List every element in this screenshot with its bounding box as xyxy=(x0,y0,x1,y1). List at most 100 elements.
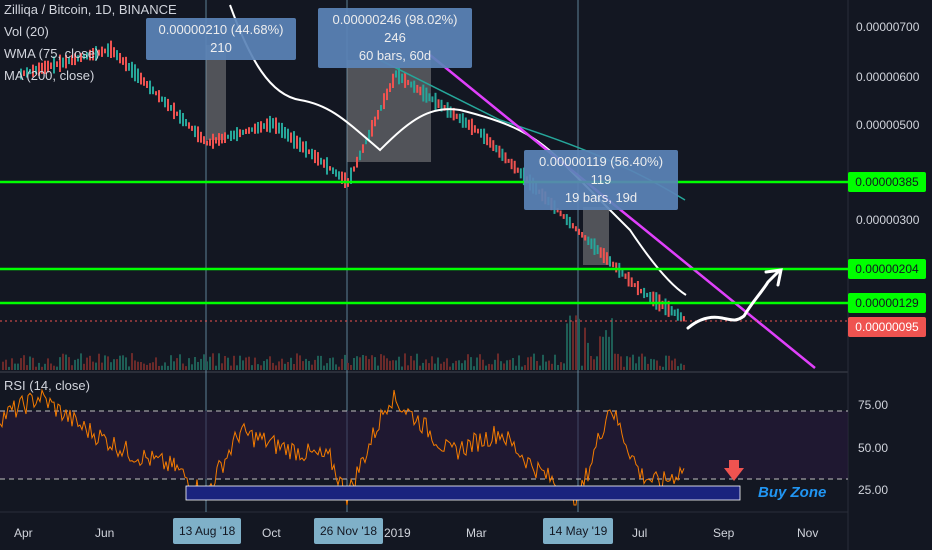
price-candle xyxy=(513,160,516,174)
volume-bar xyxy=(440,363,442,370)
volume-bar xyxy=(290,357,292,370)
price-candle xyxy=(353,166,355,172)
volume-bar xyxy=(128,366,130,370)
price-candle xyxy=(489,137,492,148)
price-candle xyxy=(197,126,199,143)
volume-bar xyxy=(299,355,301,370)
price-candle xyxy=(281,122,283,138)
volume-bar xyxy=(563,363,565,370)
volume-bar xyxy=(455,360,457,370)
price-candle xyxy=(618,262,621,278)
price-candle xyxy=(338,171,340,180)
price-candle xyxy=(398,67,400,85)
volume-bar xyxy=(362,355,364,370)
price-candle xyxy=(504,152,507,164)
volume-bar xyxy=(467,354,469,370)
price-candle xyxy=(341,171,343,184)
price-candle xyxy=(627,271,630,287)
volume-bar xyxy=(569,315,571,370)
price-candle xyxy=(449,106,452,118)
volume-bar xyxy=(473,366,475,370)
time-tick: Oct xyxy=(262,526,281,540)
volume-bar xyxy=(320,355,322,370)
price-candle xyxy=(522,167,525,186)
volume-bar xyxy=(449,366,451,370)
volume-bar xyxy=(413,360,415,370)
volume-bar xyxy=(26,365,28,370)
volume-bar xyxy=(671,360,673,370)
price-candle xyxy=(200,131,202,143)
buy-zone-label: Buy Zone xyxy=(758,484,827,501)
volume-bar xyxy=(452,363,454,370)
price-candle xyxy=(461,113,464,128)
volume-bar xyxy=(533,353,535,370)
price-candle xyxy=(452,107,455,121)
volume-bar xyxy=(587,342,589,370)
volume-bar xyxy=(428,363,430,370)
volume-bar xyxy=(107,356,109,370)
price-candle xyxy=(236,127,238,142)
volume-bar xyxy=(131,353,133,370)
price-candle xyxy=(383,93,385,110)
volume-bar xyxy=(578,318,580,370)
price-candle xyxy=(486,133,489,146)
volume-bar xyxy=(221,363,223,370)
measure-label-3-value: 0.00000119 (56.40%) 119 xyxy=(538,154,664,187)
volume-bar xyxy=(626,356,628,370)
volume-bar xyxy=(197,362,199,370)
price-candle xyxy=(559,210,562,217)
price-candle xyxy=(612,261,615,268)
price-candle xyxy=(119,53,121,64)
price-candle xyxy=(344,172,346,188)
volume-bar xyxy=(635,363,637,370)
volume-bar xyxy=(59,357,61,370)
price-candle xyxy=(89,49,91,61)
price-candle xyxy=(425,87,428,103)
volume-bar xyxy=(266,359,268,370)
volume-bar xyxy=(296,353,298,370)
price-candle xyxy=(212,133,214,149)
price-candle xyxy=(584,235,587,241)
volume-bar xyxy=(2,361,4,370)
price-candle xyxy=(173,102,175,120)
volume-bar xyxy=(461,363,463,370)
volume-bar xyxy=(368,359,370,370)
volume-bar xyxy=(506,360,508,370)
price-candle xyxy=(359,150,361,161)
measure-label-2-bars: 60 bars, 60d xyxy=(358,48,432,63)
volume-bar xyxy=(665,355,667,370)
price-candle xyxy=(107,43,109,57)
rsi-label: RSI (14, close) xyxy=(4,378,90,393)
volume-bar xyxy=(476,357,478,370)
volume-bar xyxy=(668,355,670,370)
volume-bar xyxy=(629,357,631,370)
volume-bar xyxy=(62,353,64,370)
measure-rect-3 xyxy=(583,207,609,265)
volume-bar xyxy=(485,365,487,370)
volume-bar xyxy=(50,363,52,370)
down-arrow-icon xyxy=(724,460,744,481)
price-candle xyxy=(590,238,593,249)
volume-bar xyxy=(140,362,142,370)
volume-bar xyxy=(509,359,511,370)
measure-label-3-bars: 19 bars, 19d xyxy=(564,190,638,205)
volume-bar xyxy=(305,358,307,370)
price-candle xyxy=(251,127,253,132)
volume-bar xyxy=(251,365,253,370)
price-candle xyxy=(185,119,187,127)
price-candle xyxy=(188,122,190,129)
volume-bar xyxy=(149,363,151,370)
legend-ma: MA (200, close) xyxy=(4,68,95,83)
price-candle xyxy=(317,152,319,166)
volume-bar xyxy=(593,359,595,370)
price-candle xyxy=(350,167,352,184)
price-candle xyxy=(664,298,667,316)
price-candle xyxy=(272,118,274,129)
volume-bar xyxy=(464,360,466,370)
price-candle xyxy=(395,70,397,78)
price-candle xyxy=(224,132,226,143)
volume-bar xyxy=(557,365,559,370)
volume-bar xyxy=(347,362,349,370)
price-candle xyxy=(655,292,658,310)
